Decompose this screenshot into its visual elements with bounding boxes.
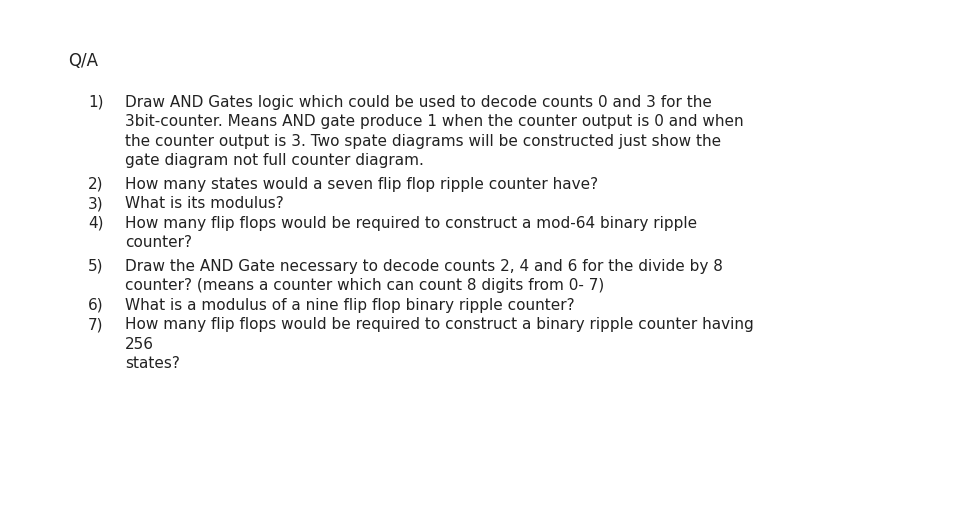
- Text: Draw the AND Gate necessary to decode counts 2, 4 and 6 for the divide by 8: Draw the AND Gate necessary to decode co…: [125, 259, 723, 274]
- Text: How many flip flops would be required to construct a mod-64 binary ripple: How many flip flops would be required to…: [125, 216, 697, 231]
- Text: 7): 7): [88, 317, 103, 332]
- Text: states?: states?: [125, 356, 180, 371]
- Text: 3bit-counter. Means AND gate produce 1 when the counter output is 0 and when: 3bit-counter. Means AND gate produce 1 w…: [125, 115, 744, 129]
- Text: What is its modulus?: What is its modulus?: [125, 196, 283, 212]
- Text: Q/A: Q/A: [68, 52, 98, 70]
- Text: How many states would a seven flip flop ripple counter have?: How many states would a seven flip flop …: [125, 177, 598, 192]
- Text: counter? (means a counter which can count 8 digits from 0- 7): counter? (means a counter which can coun…: [125, 278, 604, 293]
- Text: How many flip flops would be required to construct a binary ripple counter havin: How many flip flops would be required to…: [125, 317, 754, 332]
- Text: 4): 4): [88, 216, 103, 231]
- Text: the counter output is 3. Two spate diagrams will be constructed just show the: the counter output is 3. Two spate diagr…: [125, 134, 722, 149]
- Text: gate diagram not full counter diagram.: gate diagram not full counter diagram.: [125, 153, 424, 168]
- Text: 1): 1): [88, 95, 103, 110]
- Text: 6): 6): [88, 298, 103, 313]
- Text: Draw AND Gates logic which could be used to decode counts 0 and 3 for the: Draw AND Gates logic which could be used…: [125, 95, 712, 110]
- Text: 256: 256: [125, 337, 154, 352]
- Text: 3): 3): [88, 196, 103, 212]
- Text: 5): 5): [88, 259, 103, 274]
- Text: 2): 2): [88, 177, 103, 192]
- Text: What is a modulus of a nine flip flop binary ripple counter?: What is a modulus of a nine flip flop bi…: [125, 298, 574, 313]
- Text: counter?: counter?: [125, 235, 192, 251]
